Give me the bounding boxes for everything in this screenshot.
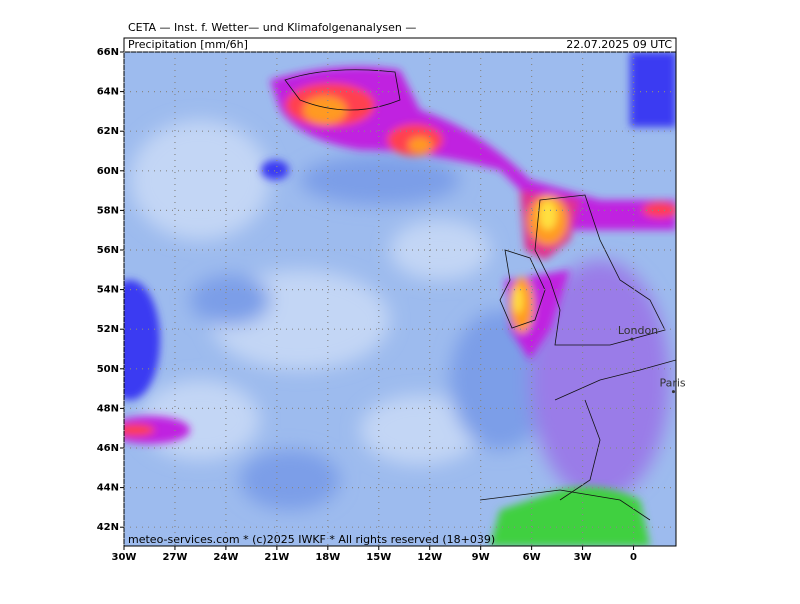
lon-tick-label: 24W — [213, 552, 238, 563]
city-label: London — [618, 324, 658, 337]
header-source: CETA — Inst. f. Wetter— und Klimafolgena… — [128, 21, 416, 34]
lon-tick-label: 27W — [162, 552, 187, 563]
lon-tick-label: 18W — [315, 552, 340, 563]
lon-tick-label: 15W — [366, 552, 391, 563]
lon-tick-label: 3W — [574, 552, 592, 563]
lat-tick-label: 58N — [97, 205, 119, 216]
lon-tick-label: 6W — [523, 552, 541, 563]
lon-tick-label: 0 — [630, 552, 637, 563]
city-label: Paris — [659, 377, 685, 390]
footer: meteo-services.com * (c)2025 IWKF * All … — [128, 533, 495, 546]
lat-tick-label: 48N — [97, 403, 119, 414]
lat-tick-label: 64N — [97, 87, 119, 98]
lon-tick-label: 21W — [264, 552, 289, 563]
valid-time: 22.07.2025 09 UTC — [566, 38, 672, 51]
lat-tick-label: 56N — [97, 245, 119, 256]
lat-tick-label: 54N — [97, 285, 119, 296]
lon-tick-label: 9W — [472, 552, 490, 563]
lon-tick-label: 12W — [417, 552, 442, 563]
precip-field — [124, 52, 676, 546]
lat-tick-label: 46N — [97, 443, 119, 454]
lat-tick-label: 66N — [97, 47, 119, 58]
city-marker — [630, 337, 634, 341]
lon-tick-label: 30W — [112, 552, 137, 563]
lat-tick-label: 50N — [97, 364, 119, 375]
lat-tick-label: 52N — [97, 324, 119, 335]
lat-tick-label: 62N — [97, 126, 119, 137]
lat-tick-label: 60N — [97, 166, 119, 177]
city-marker — [671, 390, 675, 394]
field-title: Precipitation [mm/6h] — [128, 38, 248, 51]
lat-tick-label: 42N — [97, 522, 119, 533]
lat-tick-label: 44N — [97, 483, 119, 494]
